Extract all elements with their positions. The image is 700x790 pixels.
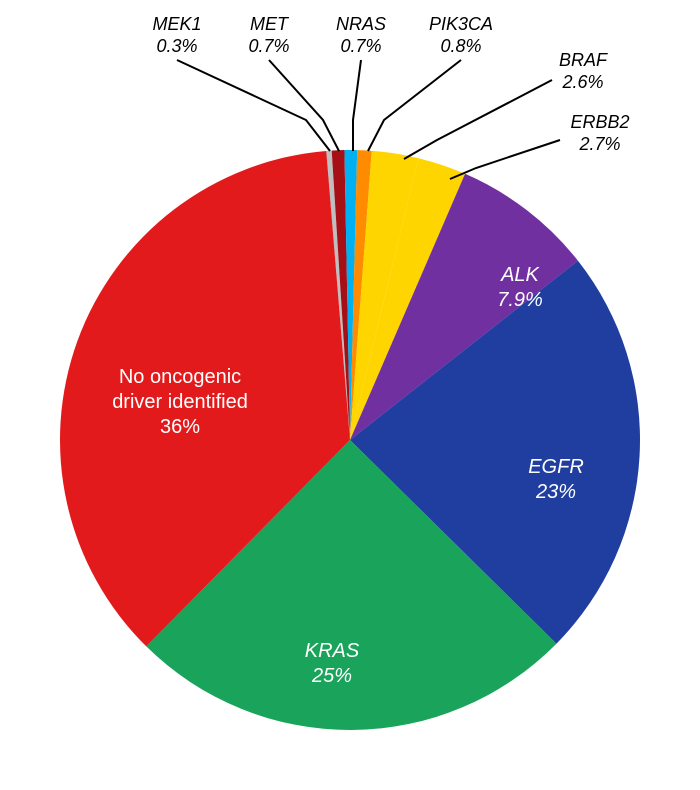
pct-alk: 7.9% <box>497 289 543 311</box>
pct-nras: 0.7% <box>340 36 381 56</box>
leader-mek1 <box>177 60 330 151</box>
label-nras: NRAS <box>336 14 386 34</box>
label-egfr: EGFR <box>528 456 584 478</box>
pct-erbb2: 2.7% <box>578 134 620 154</box>
pct-nodriver: 36% <box>160 416 200 438</box>
leader-braf <box>404 80 552 159</box>
leader-pik3ca <box>368 60 461 151</box>
leader-met <box>269 60 339 151</box>
label-nodriver-line2: driver identified <box>112 391 248 413</box>
pct-pik3ca: 0.8% <box>440 36 481 56</box>
label-kras: KRAS <box>305 640 360 662</box>
pct-egfr: 23% <box>535 481 576 503</box>
pct-met: 0.7% <box>248 36 289 56</box>
leader-erbb2 <box>450 140 560 179</box>
leader-nras <box>353 60 361 151</box>
label-alk: ALK <box>500 264 540 286</box>
label-mek1: MEK1 <box>152 14 201 34</box>
label-pik3ca: PIK3CA <box>429 14 493 34</box>
pct-braf: 2.6% <box>561 72 603 92</box>
label-met: MET <box>250 14 290 34</box>
label-braf: BRAF <box>559 50 608 70</box>
pct-mek1: 0.3% <box>156 36 197 56</box>
label-erbb2: ERBB2 <box>570 112 629 132</box>
pct-kras: 25% <box>311 665 352 687</box>
label-nodriver-line1: No oncogenic <box>119 366 241 388</box>
